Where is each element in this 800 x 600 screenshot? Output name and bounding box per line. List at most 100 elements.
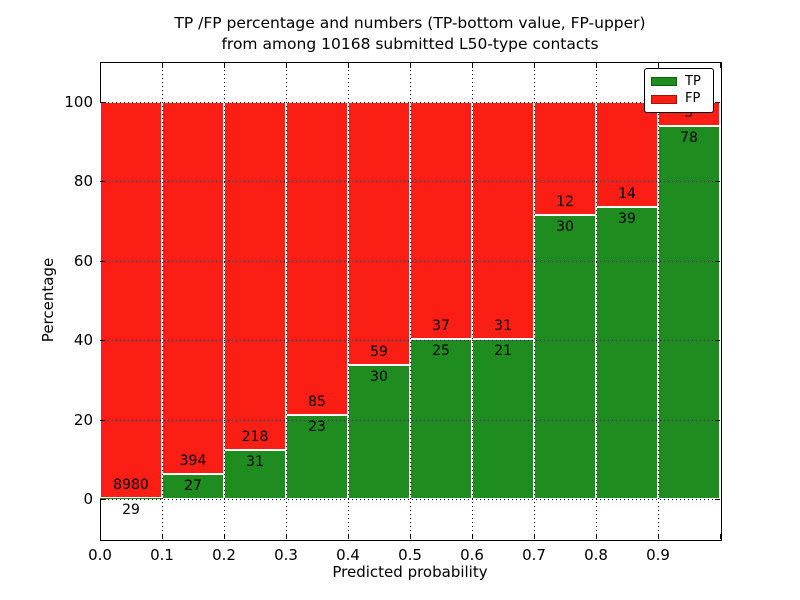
tp-count-label: 39 (618, 210, 636, 227)
x-tick-label: 0.0 (88, 546, 112, 564)
tp-count-label: 25 (432, 342, 450, 359)
y-tick-label: 100 (64, 92, 93, 111)
gridline-vertical (410, 62, 411, 539)
x-tick-bottom (162, 534, 163, 539)
fp-bar-segment (286, 101, 348, 415)
y-tick-right (715, 181, 720, 183)
y-tick-label: 80 (73, 172, 93, 191)
gridline-vertical (596, 62, 597, 539)
gridline-vertical (472, 62, 473, 539)
gridline-vertical (534, 62, 535, 539)
tp-count-label: 30 (556, 219, 574, 236)
y-tick-left (101, 499, 106, 501)
y-tick-left (101, 340, 106, 342)
gridline-horizontal (100, 499, 720, 501)
y-tick-right (715, 419, 720, 421)
x-tick-label: 0.3 (274, 546, 298, 564)
x-tick-label: 0.1 (150, 546, 174, 564)
x-tick-top (596, 63, 597, 68)
fp-bar-segment (472, 101, 534, 339)
x-tick-bottom (534, 534, 535, 539)
gridline-vertical (224, 62, 225, 539)
x-tick-top (534, 63, 535, 68)
y-tick-right (715, 340, 720, 342)
fp-count-label: 14 (618, 185, 636, 202)
fp-count-label: 218 (241, 428, 269, 445)
x-tick-label: 0.2 (212, 546, 236, 564)
fp-bar-segment (410, 101, 472, 339)
gridline-horizontal (100, 260, 720, 262)
x-tick-top (286, 63, 287, 68)
y-axis-label: Percentage (39, 257, 57, 343)
tp-color-swatch (651, 77, 677, 87)
fp-bar-segment (224, 101, 286, 450)
tp-count-label: 27 (184, 477, 202, 494)
legend: TP FP (644, 68, 714, 113)
tp-count-label: 30 (370, 369, 388, 386)
fp-count-label: 37 (432, 317, 450, 334)
x-tick-top (100, 63, 101, 68)
y-tick-left (101, 101, 106, 103)
tp-count-label: 23 (308, 418, 326, 435)
tp-bar-segment (596, 206, 658, 500)
x-tick-label: 0.7 (522, 546, 546, 564)
x-tick-bottom (720, 534, 721, 539)
gridline-vertical (162, 62, 163, 539)
y-tick-left (101, 419, 106, 421)
fp-count-label: 59 (370, 344, 388, 361)
tp-count-label: 31 (246, 453, 264, 470)
fp-bar-segment (162, 101, 224, 474)
gridline-vertical (286, 62, 287, 539)
x-tick-bottom (658, 534, 659, 539)
gridline-horizontal (100, 340, 720, 342)
y-tick-left (101, 181, 106, 183)
tp-count-label: 78 (680, 129, 698, 146)
y-tick-label: 0 (83, 490, 93, 509)
x-tick-bottom (286, 534, 287, 539)
gridline-horizontal (100, 181, 720, 183)
tp-bar-segment (658, 125, 720, 500)
gridline-vertical (348, 62, 349, 539)
legend-label-tp: TP (685, 73, 701, 89)
tp-bar-segment (100, 497, 162, 500)
x-tick-top (658, 63, 659, 68)
y-tick-label: 40 (73, 331, 93, 350)
fp-bar-segment (348, 101, 410, 366)
tp-bar-segment (472, 338, 534, 500)
x-tick-top (162, 63, 163, 68)
legend-entry-tp: TP (651, 73, 707, 89)
y-tick-label: 20 (73, 410, 93, 429)
x-tick-label: 0.4 (336, 546, 360, 564)
chart-title: TP /FP percentage and numbers (TP-bottom… (100, 13, 720, 55)
x-tick-top (224, 63, 225, 68)
x-axis-label: Predicted probability (332, 563, 488, 581)
legend-entry-fp: FP (651, 92, 707, 106)
tp-bar-segment (534, 215, 596, 500)
gridline-horizontal (100, 101, 720, 103)
x-tick-label: 0.6 (460, 546, 484, 564)
fp-bar-segment (100, 101, 162, 498)
x-tick-top (348, 63, 349, 68)
x-tick-bottom (224, 534, 225, 539)
x-tick-bottom (348, 534, 349, 539)
tp-count-label: 21 (494, 342, 512, 359)
x-tick-bottom (410, 534, 411, 539)
fp-count-label: 12 (556, 194, 574, 211)
y-tick-right (715, 101, 720, 103)
fp-count-label: 31 (494, 317, 512, 334)
y-tick-right (715, 499, 720, 501)
chart-title-line2: from among 10168 submitted L50-type cont… (221, 35, 599, 53)
gridline-horizontal (100, 419, 720, 421)
y-tick-left (101, 260, 106, 262)
x-tick-label: 0.9 (646, 546, 670, 564)
fp-count-label: 8980 (113, 476, 149, 493)
legend-label-fp: FP (685, 91, 701, 107)
fp-count-label: 85 (308, 393, 326, 410)
fp-color-swatch (651, 94, 677, 104)
x-tick-top (720, 63, 721, 68)
y-tick-right (715, 260, 720, 262)
x-tick-label: 0.5 (398, 546, 422, 564)
tp-bar-segment (348, 365, 410, 500)
tp-count-label: 29 (122, 501, 140, 518)
